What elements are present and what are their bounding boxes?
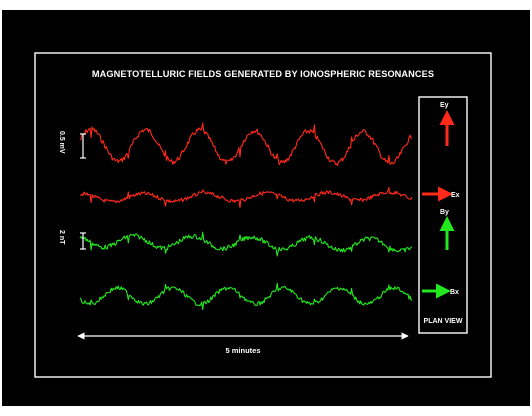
trace-by — [79, 231, 413, 257]
legend-label-ey: Ey — [440, 102, 449, 109]
legend-caption: PLAN VIEW — [424, 318, 463, 325]
trace-ex — [79, 187, 413, 209]
trace-bx — [79, 282, 413, 310]
chart-title: MAGNETOTELLURIC FIELDS GENERATED BY IONO… — [92, 69, 434, 79]
time-scale: 5 minutes — [77, 332, 409, 355]
legend-label-by: By — [440, 209, 449, 216]
scale-bar-field: 2 nT — [58, 230, 86, 250]
outer-frame — [34, 52, 492, 378]
traces-group — [79, 122, 413, 310]
scale-label-field: 2 nT — [58, 230, 65, 245]
scale-bar-voltage: 0.5 mV — [58, 131, 86, 159]
figure-background — [2, 10, 530, 406]
scale-label-voltage: 0.5 mV — [58, 131, 65, 154]
legend-label-bx: Bx — [450, 289, 459, 296]
legend: Ey Ex By Bx PLAN VIEW — [418, 96, 468, 334]
legend-box — [418, 96, 468, 334]
trace-ey — [79, 122, 413, 166]
legend-label-ex: Ex — [451, 192, 460, 199]
time-scale-label: 5 minutes — [225, 346, 260, 355]
